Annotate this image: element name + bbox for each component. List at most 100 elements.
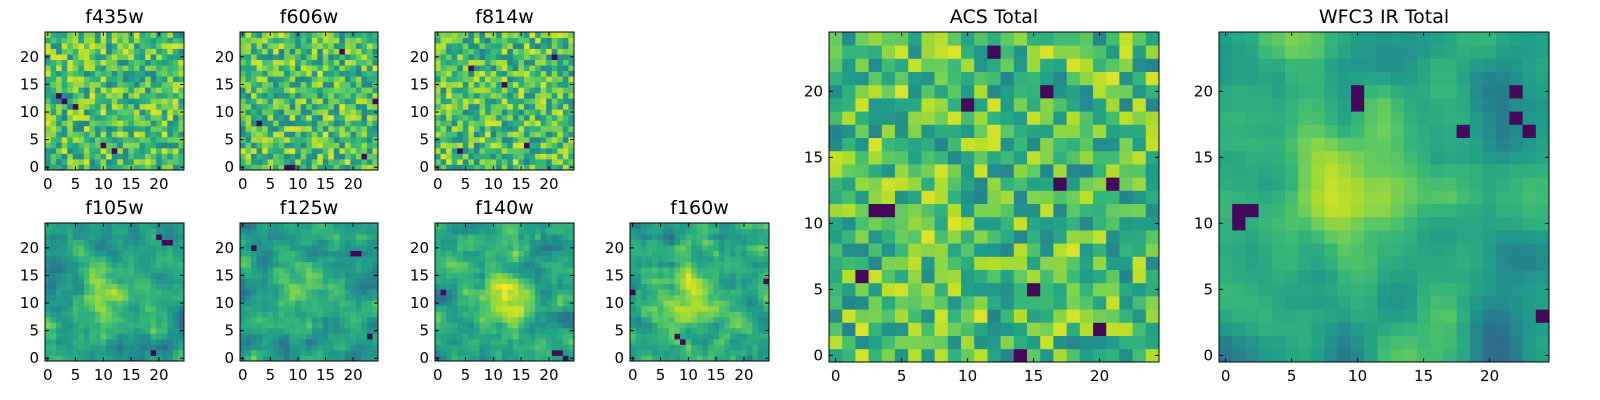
heatmap-cell: [150, 223, 157, 229]
heatmap-cell: [78, 228, 85, 235]
heatmap-cell: [256, 114, 263, 121]
heatmap-cell: [479, 48, 486, 55]
heatmap-cell: [372, 322, 379, 329]
heatmap-cell: [908, 269, 922, 284]
y-tick-label: 0: [614, 349, 624, 367]
heatmap-cell: [501, 261, 508, 268]
heatmap-cell: [707, 333, 714, 340]
heatmap-cell: [691, 344, 698, 351]
heatmap-cell: [262, 147, 268, 154]
heatmap-cell: [50, 223, 57, 229]
heatmap-cell: [457, 305, 464, 312]
heatmap-cell: [83, 294, 90, 301]
heatmap-cell: [139, 245, 146, 251]
heatmap-cell: [133, 349, 140, 356]
heatmap-cell: [139, 294, 146, 301]
heatmap-cell: [56, 333, 63, 340]
heatmap-cell: [540, 327, 547, 334]
heatmap-cell: [344, 65, 351, 72]
heatmap-cell: [262, 70, 268, 77]
heatmap-cell: [921, 269, 935, 284]
heatmap-cell: [289, 355, 296, 362]
heatmap-cell: [50, 239, 57, 246]
heatmap-cell: [641, 272, 648, 279]
y-tick-label: 20: [410, 239, 429, 257]
heatmap-cell: [161, 153, 168, 160]
heatmap-cell: [757, 338, 764, 345]
heatmap-cell: [842, 230, 856, 244]
heatmap-cell: [72, 114, 79, 121]
heatmap-cell: [372, 153, 379, 160]
heatmap-cell: [568, 87, 575, 94]
heatmap-cell: [106, 142, 113, 149]
heatmap-cell: [273, 114, 280, 121]
heatmap-cell: [128, 316, 135, 323]
heatmap-cell: [440, 283, 447, 290]
heatmap-cell: [240, 256, 246, 263]
heatmap-cell: [718, 322, 725, 329]
heatmap-cell: [724, 278, 731, 285]
heatmap-cell: [668, 305, 675, 312]
heatmap-cell: [106, 37, 113, 44]
heatmap-cell: [311, 92, 318, 99]
heatmap-cell: [117, 322, 124, 329]
heatmap-cell: [145, 338, 152, 345]
heatmap-cell: [473, 147, 480, 154]
heatmap-cell: [557, 294, 564, 301]
heatmap-cell: [473, 153, 480, 160]
heatmap-cell: [95, 37, 101, 44]
heatmap-cell: [366, 349, 373, 356]
heatmap-cell: [457, 120, 464, 127]
heatmap-cell: [895, 150, 909, 165]
heatmap-cell: [1013, 322, 1028, 336]
heatmap-cell: [518, 114, 525, 121]
heatmap-cell: [529, 70, 536, 77]
heatmap-cell: [921, 282, 935, 297]
heatmap-cell: [67, 48, 74, 55]
heatmap-cell: [680, 239, 686, 246]
heatmap-cell: [111, 87, 118, 94]
heatmap-cell: [451, 37, 458, 44]
heatmap-cell: [139, 239, 146, 246]
heatmap-cell: [111, 349, 118, 356]
heatmap-cell: [328, 136, 335, 143]
heatmap-cell: [300, 338, 307, 345]
heatmap-cell: [61, 261, 68, 268]
heatmap-cell: [117, 147, 124, 154]
heatmap-cell: [1145, 230, 1160, 244]
heatmap-cell: [921, 190, 935, 204]
heatmap-cell: [333, 48, 340, 55]
heatmap-cell: [350, 54, 357, 60]
heatmap-cell: [440, 109, 447, 116]
heatmap-cell: [78, 37, 85, 44]
heatmap-cell: [89, 131, 96, 138]
heatmap-cell: [133, 43, 140, 49]
heatmap-cell: [568, 147, 575, 154]
heatmap-cell: [306, 228, 313, 235]
heatmap-cell: [842, 203, 856, 218]
heatmap-cell: [111, 92, 118, 99]
x-tick-label: 20: [539, 366, 558, 384]
heatmap-cell: [1079, 296, 1094, 310]
heatmap-cell: [361, 125, 368, 132]
heatmap-cell: [652, 344, 659, 351]
heatmap-cell: [256, 70, 263, 77]
heatmap-cell: [167, 48, 174, 55]
heatmap-cell: [240, 103, 246, 110]
heatmap-cell: [535, 327, 542, 334]
heatmap-cell: [67, 98, 74, 105]
heatmap-cell: [707, 245, 714, 251]
heatmap-cell: [1106, 243, 1120, 257]
heatmap-cell: [61, 289, 68, 296]
heatmap-cell: [355, 103, 362, 110]
heatmap-cell: [273, 87, 280, 94]
heatmap-cell: [133, 305, 140, 312]
heatmap-cell: [366, 305, 373, 312]
heatmap-cell: [546, 131, 553, 138]
heatmap-cell: [668, 294, 675, 301]
heatmap-cell: [361, 239, 368, 246]
heatmap-cell: [523, 147, 530, 154]
heatmap-cell: [361, 289, 368, 296]
heatmap-cell: [868, 190, 883, 204]
heatmap-cell: [78, 81, 85, 88]
